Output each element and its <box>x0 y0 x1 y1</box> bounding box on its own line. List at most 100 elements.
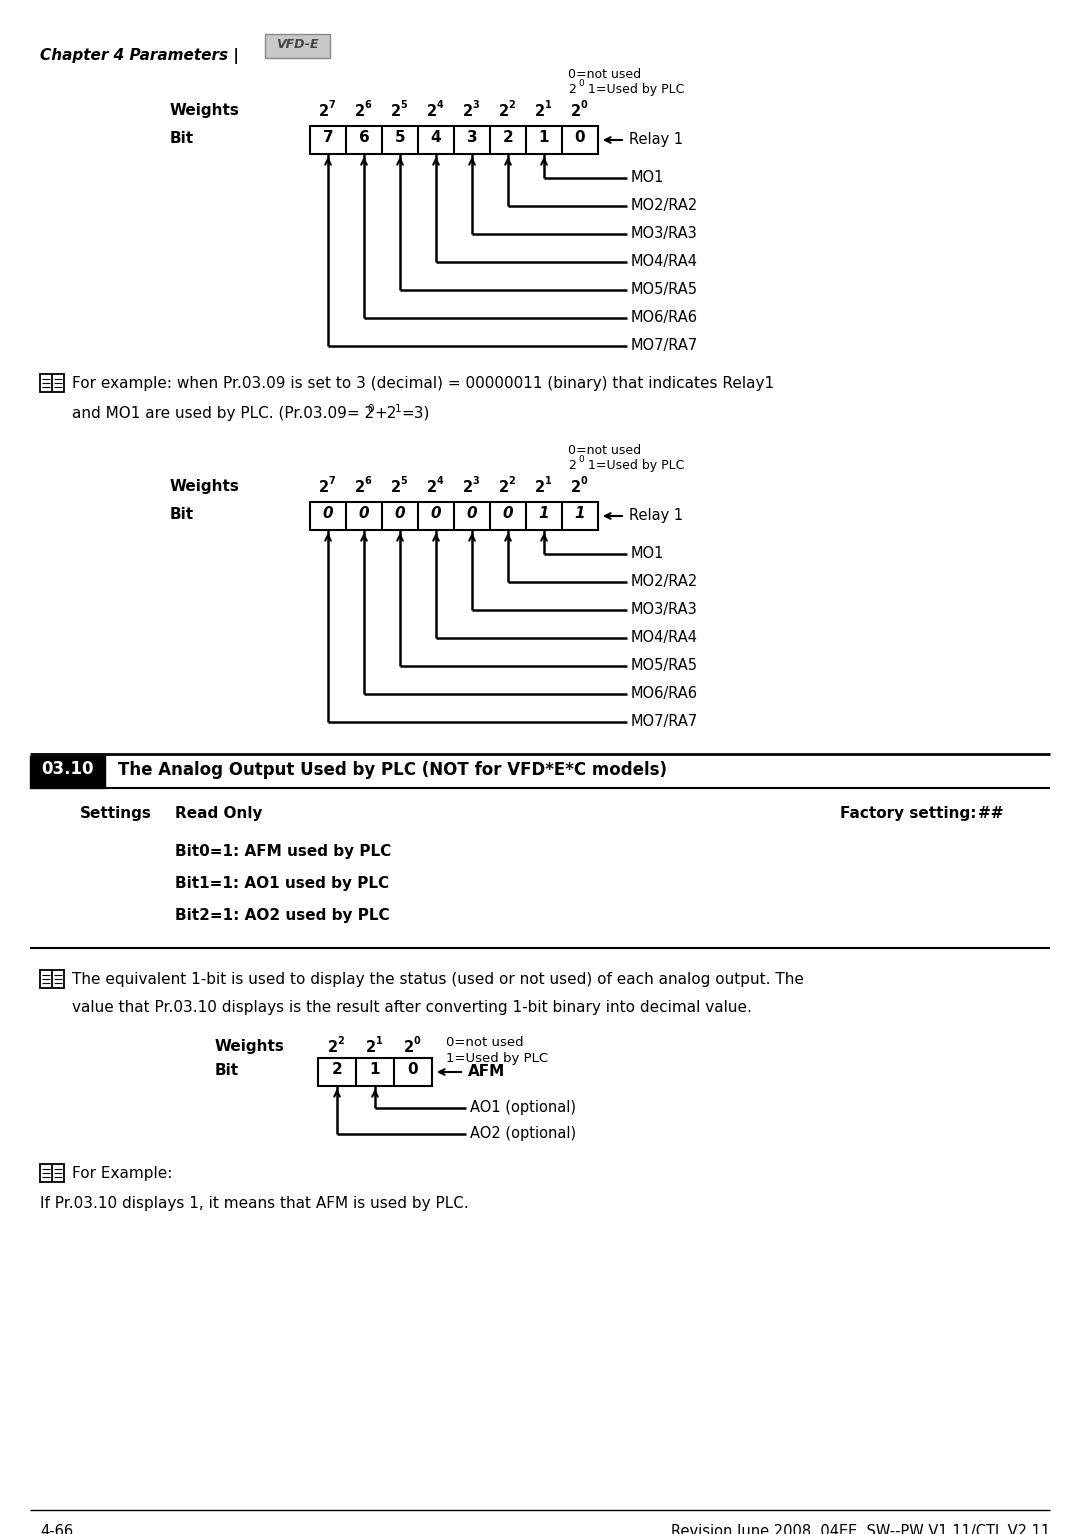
Text: Chapter 4 Parameters |: Chapter 4 Parameters | <box>40 48 239 64</box>
Text: Bit: Bit <box>170 508 194 522</box>
Text: 2: 2 <box>535 104 545 120</box>
Text: 2: 2 <box>499 480 509 495</box>
Text: 2: 2 <box>338 1035 345 1046</box>
Text: 5: 5 <box>401 476 407 486</box>
Bar <box>310 502 598 531</box>
Text: For example: when Pr.03.09 is set to 3 (decimal) = 00000011 (binary) that indica: For example: when Pr.03.09 is set to 3 (… <box>72 376 774 391</box>
Text: MO1: MO1 <box>631 546 664 561</box>
Text: MO2/RA2: MO2/RA2 <box>631 198 699 213</box>
Text: 0: 0 <box>575 130 585 146</box>
Text: AO1 (optional): AO1 (optional) <box>470 1100 576 1115</box>
Bar <box>40 374 64 393</box>
Text: Bit: Bit <box>170 130 194 146</box>
Text: 0: 0 <box>394 506 405 522</box>
Text: The Analog Output Used by PLC (NOT for VFD*E*C models): The Analog Output Used by PLC (NOT for V… <box>118 761 667 779</box>
Text: 2: 2 <box>332 1062 342 1077</box>
Text: 0: 0 <box>581 476 588 486</box>
Text: 2: 2 <box>355 104 365 120</box>
Text: 0=not used: 0=not used <box>446 1035 524 1049</box>
Text: value that Pr.03.10 displays is the result after converting 1-bit binary into de: value that Pr.03.10 displays is the resu… <box>72 1000 752 1016</box>
Text: MO5/RA5: MO5/RA5 <box>631 282 698 298</box>
Text: 0: 0 <box>578 78 584 87</box>
Text: ##: ## <box>978 805 1003 821</box>
Text: 5: 5 <box>401 100 407 110</box>
Bar <box>265 34 330 58</box>
Text: MO6/RA6: MO6/RA6 <box>631 686 698 701</box>
Text: 1: 1 <box>376 1035 382 1046</box>
Text: 0: 0 <box>414 1035 420 1046</box>
Text: 2: 2 <box>509 476 515 486</box>
Text: Weights: Weights <box>170 103 240 118</box>
Text: The equivalent 1-bit is used to display the status (used or not used) of each an: The equivalent 1-bit is used to display … <box>72 973 804 986</box>
Text: MO6/RA6: MO6/RA6 <box>631 310 698 325</box>
Text: 2: 2 <box>391 480 401 495</box>
Text: 7: 7 <box>328 100 336 110</box>
Text: 1: 1 <box>395 403 402 414</box>
Text: 2: 2 <box>535 480 545 495</box>
Text: 2: 2 <box>319 480 329 495</box>
Text: Bit1=1: AO1 used by PLC: Bit1=1: AO1 used by PLC <box>175 876 389 891</box>
Text: 0: 0 <box>578 456 584 463</box>
Text: 2: 2 <box>499 104 509 120</box>
Text: 03.10: 03.10 <box>41 759 93 778</box>
Text: Factory setting:: Factory setting: <box>840 805 982 821</box>
Text: 0=not used: 0=not used <box>568 443 642 457</box>
Text: Bit: Bit <box>215 1063 239 1078</box>
Text: 1: 1 <box>369 1062 380 1077</box>
Text: MO2/RA2: MO2/RA2 <box>631 574 699 589</box>
Text: MO7/RA7: MO7/RA7 <box>631 337 699 353</box>
Text: 5: 5 <box>394 130 405 146</box>
Text: and MO1 are used by PLC. (Pr.03.09= 2: and MO1 are used by PLC. (Pr.03.09= 2 <box>72 407 374 420</box>
Text: Weights: Weights <box>170 479 240 494</box>
Text: Bit2=1: AO2 used by PLC: Bit2=1: AO2 used by PLC <box>175 908 390 923</box>
Text: 2: 2 <box>328 1040 338 1055</box>
Text: 2: 2 <box>502 130 513 146</box>
Text: Settings: Settings <box>80 805 152 821</box>
Text: 2: 2 <box>568 459 576 472</box>
Text: 2: 2 <box>571 480 581 495</box>
Text: 2: 2 <box>568 83 576 97</box>
Text: 2: 2 <box>404 1040 414 1055</box>
Bar <box>318 1058 432 1086</box>
Text: 2: 2 <box>427 104 437 120</box>
Text: 4-66: 4-66 <box>40 1523 73 1534</box>
Text: For Example:: For Example: <box>72 1166 173 1181</box>
Text: MO5/RA5: MO5/RA5 <box>631 658 698 673</box>
Text: Weights: Weights <box>215 1039 285 1054</box>
Text: 2: 2 <box>319 104 329 120</box>
Text: 6: 6 <box>359 130 369 146</box>
Text: 2: 2 <box>571 104 581 120</box>
Bar <box>40 1164 64 1183</box>
Text: 4: 4 <box>436 476 444 486</box>
Text: 1: 1 <box>539 506 550 522</box>
Text: MO3/RA3: MO3/RA3 <box>631 601 698 617</box>
Text: 0: 0 <box>367 403 374 414</box>
Text: MO4/RA4: MO4/RA4 <box>631 630 698 644</box>
Text: 3: 3 <box>473 476 480 486</box>
Text: Bit0=1: AFM used by PLC: Bit0=1: AFM used by PLC <box>175 844 391 859</box>
Text: 2: 2 <box>463 104 473 120</box>
Bar <box>310 126 598 153</box>
Text: 2: 2 <box>366 1040 376 1055</box>
Text: 0: 0 <box>407 1062 418 1077</box>
Text: If Pr.03.10 displays 1, it means that AFM is used by PLC.: If Pr.03.10 displays 1, it means that AF… <box>40 1197 469 1210</box>
Text: 0: 0 <box>431 506 442 522</box>
Text: Relay 1: Relay 1 <box>629 132 684 147</box>
Text: 7: 7 <box>323 130 334 146</box>
Text: 7: 7 <box>328 476 336 486</box>
Bar <box>30 756 105 788</box>
Text: =3): =3) <box>401 407 430 420</box>
Text: 0: 0 <box>359 506 369 522</box>
Text: 1: 1 <box>544 476 552 486</box>
Text: 0: 0 <box>323 506 334 522</box>
Text: 1=Used by PLC: 1=Used by PLC <box>584 83 685 97</box>
Text: 6: 6 <box>365 100 372 110</box>
Text: +2: +2 <box>374 407 396 420</box>
Text: MO3/RA3: MO3/RA3 <box>631 225 698 241</box>
Text: 6: 6 <box>365 476 372 486</box>
Text: 0=not used: 0=not used <box>568 67 642 81</box>
Text: Read Only: Read Only <box>175 805 262 821</box>
Text: 0: 0 <box>467 506 477 522</box>
Text: AO2 (optional): AO2 (optional) <box>470 1126 576 1141</box>
Text: MO4/RA4: MO4/RA4 <box>631 255 698 268</box>
